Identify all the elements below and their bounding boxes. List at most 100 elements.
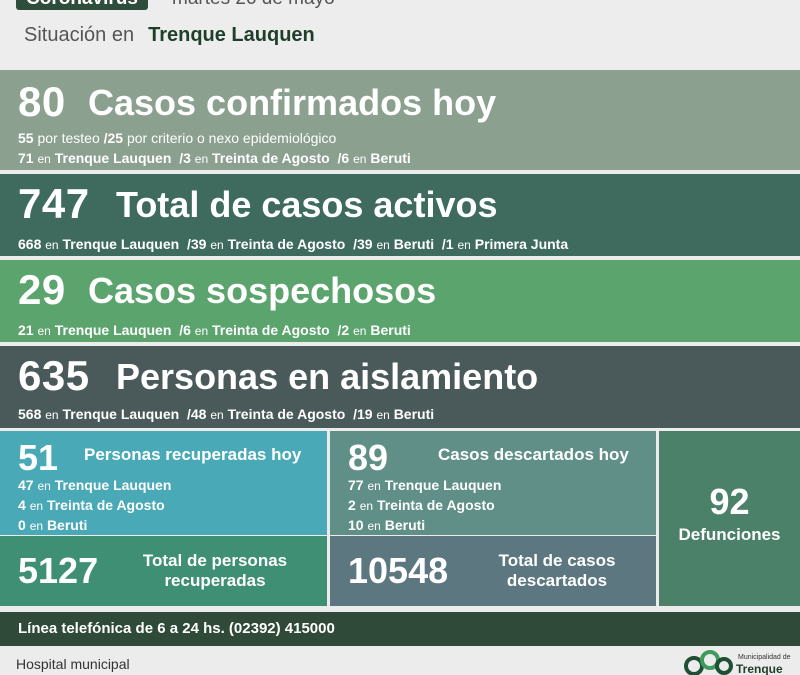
detail-en: en — [194, 324, 209, 338]
detail-value: 2 — [348, 497, 356, 513]
detail-place: Beruti — [393, 236, 435, 252]
detail-value: 71 — [18, 150, 34, 166]
detail-value: 10 — [348, 517, 364, 533]
detail-place: Trenque Lauquen — [62, 406, 180, 422]
municipality-logo-icon — [684, 650, 733, 675]
detail-en: en — [359, 499, 374, 513]
detail-place: Treinta de Agosto — [376, 497, 495, 513]
confirmed-number: 80 — [18, 78, 66, 125]
active-title: Total de casos activos — [116, 184, 498, 225]
detail-text: por criterio o nexo epidemiológico — [123, 130, 337, 146]
phone-line-bar: Línea telefónica de 6 a 24 hs. (02392) 4… — [0, 612, 800, 646]
detail-en: en — [210, 238, 224, 252]
detail-value: 77 — [348, 477, 364, 493]
detail-value: 668 — [18, 236, 42, 252]
municipality-logo: Municipalidad de Trenque — [684, 648, 800, 675]
discarded-row: 2 en Treinta de Agosto — [348, 497, 495, 513]
detail-en: en — [376, 238, 390, 252]
detail-place: Trenque Lauquen — [384, 477, 502, 493]
discarded-total-box: 10548 Total de casos descartados — [330, 536, 656, 606]
confirmed-detail-line-2: 71 en Trenque Lauquen /3 en Treinta de A… — [18, 150, 411, 166]
detail-place: Treinta de Agosto — [212, 322, 330, 338]
detail-value: 55 — [18, 130, 34, 146]
deaths-label: Defunciones — [678, 525, 781, 544]
detail-en: en — [45, 238, 59, 252]
detail-value: /39 — [353, 236, 373, 252]
detail-value: /39 — [186, 236, 207, 252]
recovered-today-title: Personas recuperadas hoy — [84, 445, 302, 464]
detail-place: Beruti — [393, 406, 435, 422]
discarded-total-title: Total de casos descartados — [472, 551, 642, 591]
suspected-number: 29 — [18, 266, 66, 313]
detail-place: Treinta de Agosto — [46, 497, 165, 513]
city-name: Trenque Lauquen — [148, 24, 315, 46]
deaths-box: 92 Defunciones — [659, 431, 800, 606]
detail-value: 568 — [18, 406, 42, 422]
logo-city-text: Trenque — [736, 662, 783, 675]
detail-en: en — [37, 324, 51, 338]
report-date: martes 26 de mayo — [172, 0, 335, 10]
coronavirus-tag: Coronavirus — [16, 0, 148, 10]
detail-value: /48 — [186, 406, 207, 422]
detail-place: Trenque Lauquen — [54, 477, 172, 493]
detail-place: Beruti — [46, 517, 88, 533]
logo-small-text: Municipalidad de — [738, 654, 791, 661]
header: Coronavirus martes 26 de mayo Situación … — [0, 0, 800, 70]
active-detail-line: 668 en Trenque Lauquen /39 en Treinta de… — [18, 236, 568, 252]
confirmed-cases-band: 80 Casos confirmados hoy 55 por testeo /… — [0, 70, 800, 170]
detail-en: en — [367, 479, 381, 493]
detail-en: en — [45, 408, 59, 422]
confirmed-title: Casos confirmados hoy — [88, 82, 497, 123]
phone-line-text: Línea telefónica de 6 a 24 hs. (02392) 4… — [18, 620, 335, 637]
detail-value: /3 — [179, 150, 191, 166]
detail-place: Trenque Lauquen — [62, 236, 180, 252]
detail-value: /2 — [337, 322, 350, 338]
discarded-row: 77 en Trenque Lauquen — [348, 477, 501, 493]
detail-en: en — [367, 519, 381, 533]
detail-en: en — [353, 152, 367, 166]
detail-value: 4 — [18, 497, 26, 513]
discarded-total-title-line-2: descartados — [506, 571, 608, 590]
recovered-total-title-line-1: Total de personas — [142, 551, 288, 570]
detail-place: Treinta de Agosto — [227, 236, 346, 252]
situation-heading: Situación en Trenque Lauquen — [24, 24, 315, 47]
recovered-total-number: 5127 — [18, 550, 99, 591]
recovered-total-title-line-2: recuperadas — [164, 571, 266, 590]
detail-place: Treinta de Agosto — [212, 150, 330, 166]
recovered-today-number: 51 — [18, 437, 59, 478]
recovered-total-box: 5127 Total de personas recuperadas — [0, 536, 327, 606]
detail-en: en — [37, 152, 51, 166]
suspected-cases-band: 29 Casos sospechosos 21 en Trenque Lauqu… — [0, 260, 800, 342]
isolation-band: 635 Personas en aislamiento 568 en Trenq… — [0, 346, 800, 428]
isolation-detail-line: 568 en Trenque Lauquen /48 en Treinta de… — [18, 406, 434, 422]
suspected-title: Casos sospechosos — [88, 270, 437, 311]
detail-value: 47 — [18, 477, 34, 493]
confirmed-detail-line-1: 55 por testeo /25 por criterio o nexo ep… — [18, 130, 336, 146]
detail-en: en — [210, 408, 224, 422]
detail-place: Beruti — [370, 150, 411, 166]
detail-en: en — [376, 408, 390, 422]
discarded-total-number: 10548 — [348, 550, 449, 591]
situation-label: Situación en — [24, 24, 135, 46]
detail-place: Beruti — [370, 322, 411, 338]
detail-en: en — [37, 479, 51, 493]
recovered-row: 4 en Treinta de Agosto — [18, 497, 165, 513]
detail-en: en — [353, 324, 367, 338]
isolation-number: 635 — [18, 352, 90, 399]
detail-value: /6 — [179, 322, 191, 338]
detail-value: 0 — [18, 517, 26, 533]
discarded-row: 10 en Beruti — [348, 517, 425, 533]
recovered-total-title: Total de personas recuperadas — [130, 551, 300, 591]
detail-place: Primera Junta — [474, 236, 569, 252]
suspected-detail-line: 21 en Trenque Lauquen /6 en Treinta de A… — [18, 322, 411, 338]
recovered-row: 47 en Trenque Lauquen — [18, 477, 171, 493]
detail-value: /19 — [353, 406, 373, 422]
discarded-today-number: 89 — [348, 437, 389, 478]
isolation-title: Personas en aislamiento — [116, 356, 539, 397]
detail-place: Trenque Lauquen — [54, 322, 172, 338]
hospital-label: Hospital municipal — [16, 656, 130, 672]
footer: Hospital municipal — [0, 650, 800, 675]
detail-value: /6 — [337, 150, 350, 166]
active-cases-band: 747 Total de casos activos 668 en Trenqu… — [0, 174, 800, 256]
detail-place: Trenque Lauquen — [54, 150, 172, 166]
